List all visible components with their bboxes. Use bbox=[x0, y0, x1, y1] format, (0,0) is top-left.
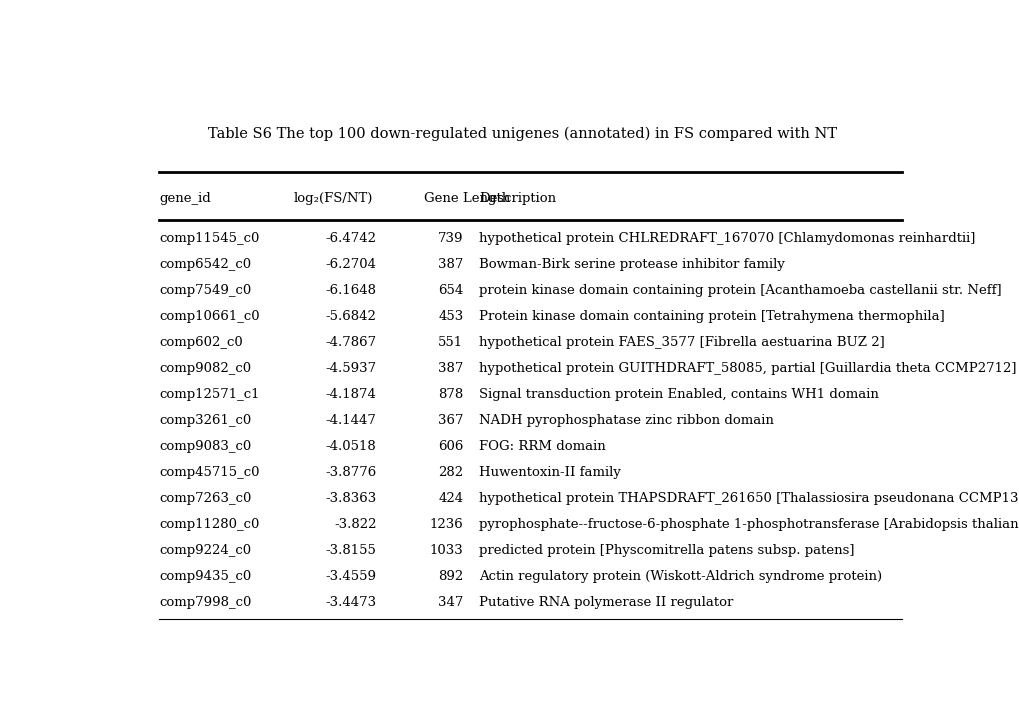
Text: 347: 347 bbox=[437, 596, 463, 609]
Text: -4.5937: -4.5937 bbox=[325, 362, 376, 375]
Text: log₂(FS/NT): log₂(FS/NT) bbox=[293, 192, 373, 205]
Text: NADH pyrophosphatase zinc ribbon domain: NADH pyrophosphatase zinc ribbon domain bbox=[479, 414, 773, 427]
Text: -4.1447: -4.1447 bbox=[325, 414, 376, 427]
Text: 878: 878 bbox=[438, 388, 463, 401]
Text: predicted protein [Physcomitrella patens subsp. patens]: predicted protein [Physcomitrella patens… bbox=[479, 544, 854, 557]
Text: 606: 606 bbox=[437, 440, 463, 453]
Text: Gene Length: Gene Length bbox=[424, 192, 510, 205]
Text: -6.2704: -6.2704 bbox=[325, 258, 376, 271]
Text: comp6542_c0: comp6542_c0 bbox=[159, 258, 251, 271]
Text: 739: 739 bbox=[437, 232, 463, 245]
Text: -4.7867: -4.7867 bbox=[325, 336, 376, 349]
Text: Signal transduction protein Enabled, contains WH1 domain: Signal transduction protein Enabled, con… bbox=[479, 388, 878, 401]
Text: -6.4742: -6.4742 bbox=[325, 232, 376, 245]
Text: Bowman-Birk serine protease inhibitor family: Bowman-Birk serine protease inhibitor fa… bbox=[479, 258, 785, 271]
Text: comp3261_c0: comp3261_c0 bbox=[159, 414, 251, 427]
Text: 424: 424 bbox=[438, 492, 463, 505]
Text: -3.8155: -3.8155 bbox=[325, 544, 376, 557]
Text: comp602_c0: comp602_c0 bbox=[159, 336, 243, 349]
Text: comp7263_c0: comp7263_c0 bbox=[159, 492, 252, 505]
Text: 367: 367 bbox=[437, 414, 463, 427]
Text: comp9082_c0: comp9082_c0 bbox=[159, 362, 251, 375]
Text: 282: 282 bbox=[438, 467, 463, 480]
Text: 387: 387 bbox=[437, 362, 463, 375]
Text: hypothetical protein CHLREDRAFT_167070 [Chlamydomonas reinhardtii]: hypothetical protein CHLREDRAFT_167070 [… bbox=[479, 232, 975, 245]
Text: hypothetical protein GUITHDRAFT_58085, partial [Guillardia theta CCMP2712]: hypothetical protein GUITHDRAFT_58085, p… bbox=[479, 362, 1016, 375]
Text: -3.4473: -3.4473 bbox=[325, 596, 376, 609]
Text: Table S6 The top 100 down-regulated unigenes (annotated) in FS compared with NT: Table S6 The top 100 down-regulated unig… bbox=[208, 126, 837, 140]
Text: -6.1648: -6.1648 bbox=[325, 284, 376, 297]
Text: -4.1874: -4.1874 bbox=[325, 388, 376, 401]
Text: Description: Description bbox=[479, 192, 555, 205]
Text: Protein kinase domain containing protein [Tetrahymena thermophila]: Protein kinase domain containing protein… bbox=[479, 310, 944, 323]
Text: comp12571_c1: comp12571_c1 bbox=[159, 388, 260, 401]
Text: 387: 387 bbox=[437, 258, 463, 271]
Text: comp7549_c0: comp7549_c0 bbox=[159, 284, 251, 297]
Text: hypothetical protein FAES_3577 [Fibrella aestuarina BUZ 2]: hypothetical protein FAES_3577 [Fibrella… bbox=[479, 336, 884, 349]
Text: 654: 654 bbox=[438, 284, 463, 297]
Text: comp10661_c0: comp10661_c0 bbox=[159, 310, 260, 323]
Text: comp11280_c0: comp11280_c0 bbox=[159, 518, 259, 531]
Text: gene_id: gene_id bbox=[159, 192, 211, 205]
Text: pyrophosphate--fructose-6-phosphate 1-phosphotransferase [Arabidopsis thaliana]: pyrophosphate--fructose-6-phosphate 1-ph… bbox=[479, 518, 1019, 531]
Text: comp11545_c0: comp11545_c0 bbox=[159, 232, 259, 245]
Text: -3.822: -3.822 bbox=[333, 518, 376, 531]
Text: FOG: RRM domain: FOG: RRM domain bbox=[479, 440, 605, 453]
Text: Actin regulatory protein (Wiskott-Aldrich syndrome protein): Actin regulatory protein (Wiskott-Aldric… bbox=[479, 570, 881, 583]
Text: comp9083_c0: comp9083_c0 bbox=[159, 440, 251, 453]
Text: -4.0518: -4.0518 bbox=[325, 440, 376, 453]
Text: comp9435_c0: comp9435_c0 bbox=[159, 570, 251, 583]
Text: -3.8363: -3.8363 bbox=[325, 492, 376, 505]
Text: 1236: 1236 bbox=[429, 518, 463, 531]
Text: protein kinase domain containing protein [Acanthamoeba castellanii str. Neff]: protein kinase domain containing protein… bbox=[479, 284, 1001, 297]
Text: 1033: 1033 bbox=[429, 544, 463, 557]
Text: Huwentoxin-II family: Huwentoxin-II family bbox=[479, 467, 621, 480]
Text: hypothetical protein THAPSDRAFT_261650 [Thalassiosira pseudonana CCMP1335]: hypothetical protein THAPSDRAFT_261650 [… bbox=[479, 492, 1019, 505]
Text: -5.6842: -5.6842 bbox=[325, 310, 376, 323]
Text: 453: 453 bbox=[438, 310, 463, 323]
Text: comp9224_c0: comp9224_c0 bbox=[159, 544, 251, 557]
Text: -3.8776: -3.8776 bbox=[325, 467, 376, 480]
Text: -3.4559: -3.4559 bbox=[325, 570, 376, 583]
Text: 551: 551 bbox=[438, 336, 463, 349]
Text: Putative RNA polymerase II regulator: Putative RNA polymerase II regulator bbox=[479, 596, 733, 609]
Text: 892: 892 bbox=[438, 570, 463, 583]
Text: comp7998_c0: comp7998_c0 bbox=[159, 596, 252, 609]
Text: comp45715_c0: comp45715_c0 bbox=[159, 467, 260, 480]
